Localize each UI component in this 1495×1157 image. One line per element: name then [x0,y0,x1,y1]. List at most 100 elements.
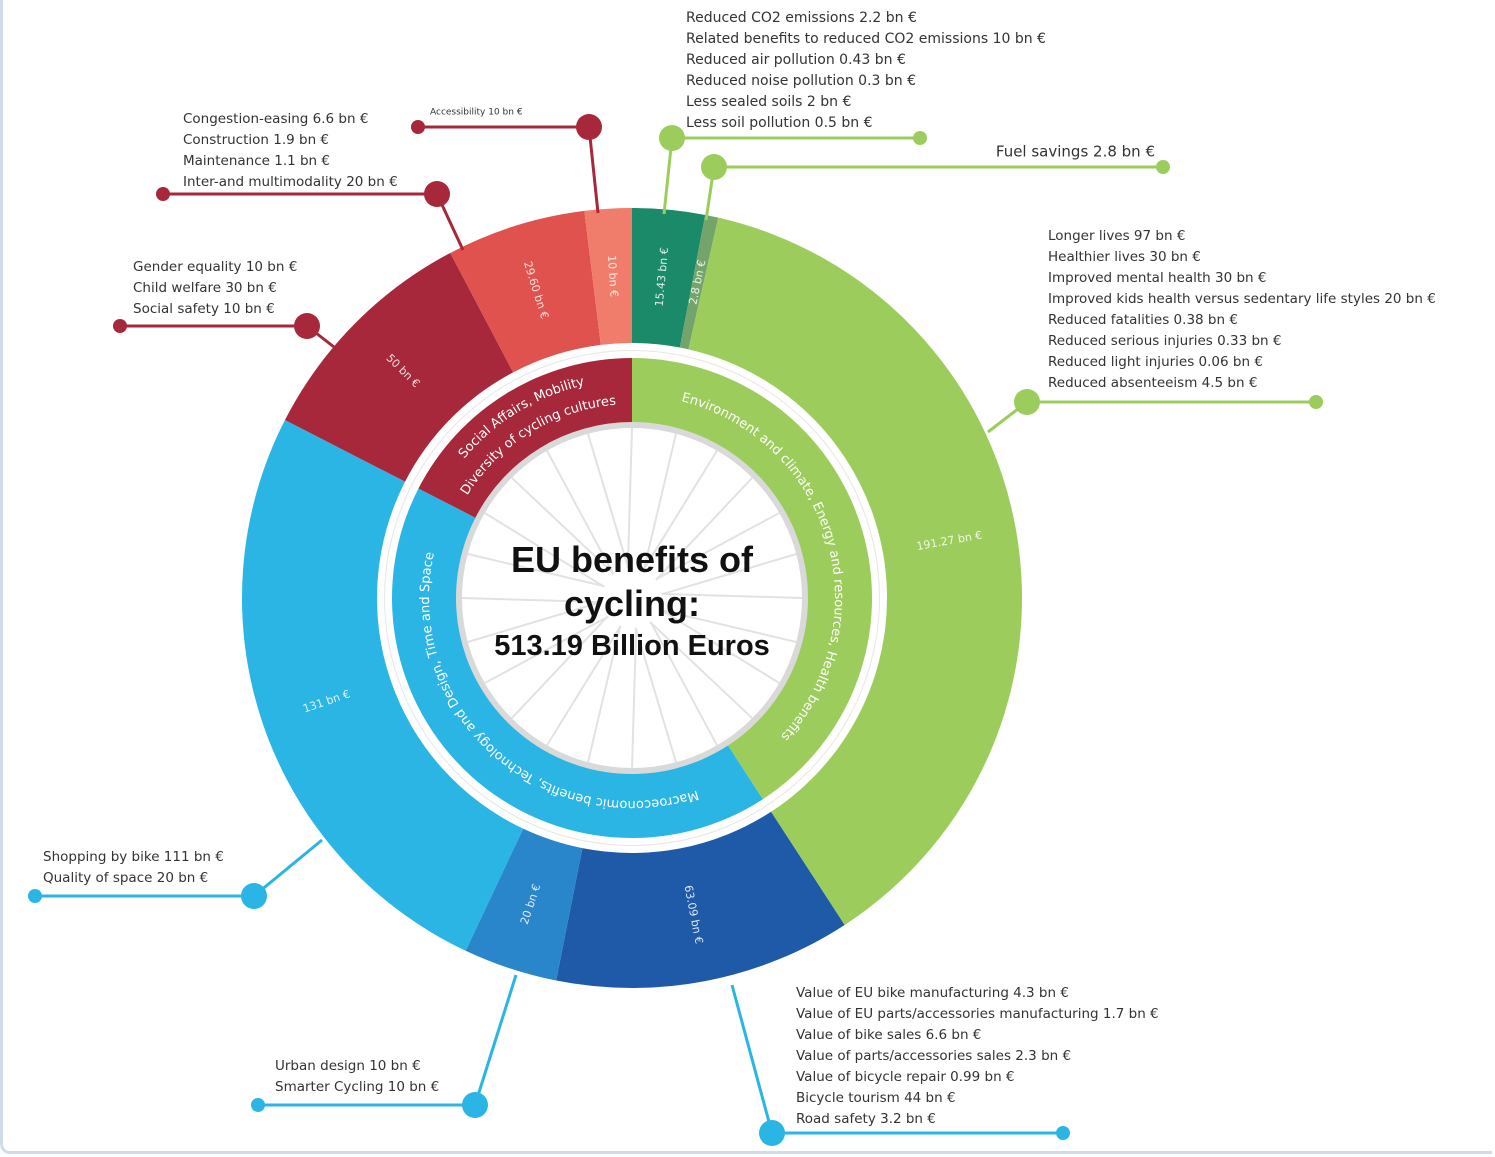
note: Reduced light injuries 0.06 bn € [1048,354,1263,370]
callout-end-dot [28,889,42,903]
callout-dot [1014,389,1040,415]
outer-segment [242,420,524,951]
note: Smarter Cycling 10 bn € [275,1079,439,1095]
outer-segment [584,208,632,345]
note: Reduced serious injuries 0.33 bn € [1048,333,1281,349]
outer-segment [688,217,1023,925]
callout-end-dot [913,131,927,145]
note: Social safety 10 bn € [133,301,275,317]
segment-value-label: 15.43 bn € [653,247,672,307]
spoke [467,553,605,588]
note: Improved kids health versus sedentary li… [1048,291,1436,307]
spoke [649,621,753,719]
callout-dot [701,154,727,180]
note: Construction 1.9 bn € [183,132,329,148]
outer-segment [465,828,583,981]
note: Improved mental health 30 bn € [1048,270,1267,286]
spoke [546,450,615,575]
spoke [587,625,622,763]
spoke [659,608,780,684]
outer-segment [556,811,845,988]
inner-group [418,358,632,518]
spoke [484,615,609,684]
outer-segment [450,210,601,373]
callout-dot [424,181,450,207]
spoke [631,627,638,769]
chart-subtitle: 513.19 Billion Euros [494,630,770,662]
note: Longer lives 97 bn € [1048,228,1185,244]
callout-end-dot [113,319,127,333]
spoke [587,433,630,569]
spoke [655,477,753,581]
inner-group [632,358,873,800]
inner-group [391,488,763,839]
callout-dot [462,1092,488,1118]
spoke [546,625,622,746]
note: Reduced CO2 emissions 2.2 bn € [686,10,917,26]
spoke [511,477,615,575]
callout-dot [759,1120,785,1146]
white-gap-ring [384,350,880,846]
note: Reduced absenteeism 4.5 bn € [1048,375,1257,391]
callout-dot [576,114,602,140]
chart-title: EU benefits of cycling: [510,539,753,624]
note: Inter-and multimodality 20 bn € [183,174,398,190]
note: Value of EU parts/accessories manufactur… [796,1006,1159,1022]
segment-value-label: 10 bn € [605,255,621,298]
spoke [511,615,609,719]
note: Value of parts/accessories sales 2.3 bn … [796,1048,1071,1064]
callout-dot [659,125,685,151]
note: Urban design 10 bn € [275,1058,421,1074]
callout-line [730,984,774,1134]
callout-end-dot [1056,1126,1070,1140]
outer-segment [679,214,719,350]
spoke [642,450,718,571]
note: Reduced air pollution 0.43 bn € [686,52,906,68]
spoke [659,608,797,643]
spoke [661,553,797,596]
spoke [461,597,603,604]
note: Congestion-easing 6.6 bn € [183,111,368,127]
spoke [661,592,803,599]
callout-line [253,838,323,898]
note: Reduced noise pollution 0.3 bn € [686,73,916,89]
note: Accessibility 10 bn € [430,108,523,118]
callout-line [473,974,518,1106]
spoke [626,427,633,569]
spoke [642,433,677,571]
spoke [655,512,780,581]
note: Reduced fatalities 0.38 bn € [1048,312,1238,328]
outer-segment [284,252,514,482]
note: Fuel savings 2.8 bn € [996,143,1155,161]
note: Maintenance 1.1 bn € [183,153,330,169]
note: Value of bicycle repair 0.99 bn € [796,1069,1015,1085]
spoke [467,600,603,643]
note: Value of bike sales 6.6 bn € [796,1027,981,1043]
note: Less sealed soils 2 bn € [686,94,851,110]
callout-dot [241,883,267,909]
note: Gender equality 10 bn € [133,259,297,275]
spoke [484,512,605,588]
hub [602,568,662,628]
note: Shopping by bike 111 bn € [43,849,224,865]
callout-end-dot [411,120,425,134]
callout-end-dot [1156,160,1170,174]
note: Healthier lives 30 bn € [1048,249,1201,265]
note: Less soil pollution 0.5 bn € [686,115,873,131]
note: Quality of space 20 bn € [43,870,208,886]
note: Road safety 3.2 bn € [796,1111,936,1127]
note: Related benefits to reduced CO2 emission… [686,31,1046,47]
callout-end-dot [156,187,170,201]
callout-end-dot [1309,395,1323,409]
note: Child welfare 30 bn € [133,280,277,296]
spoke [634,627,677,763]
outer-segment [632,208,706,348]
callout-end-dot [251,1098,265,1112]
callout-dot [294,313,320,339]
note: Value of EU bike manufacturing 4.3 bn € [796,985,1069,1001]
spoke [649,621,718,746]
callout-line [587,126,600,214]
